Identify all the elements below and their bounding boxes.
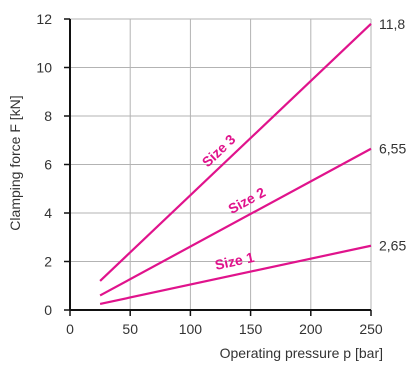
series-line-3 — [99, 23, 372, 282]
x-tick-label: 250 — [359, 321, 383, 337]
series-name-label-1: Size 1 — [213, 249, 255, 273]
series-end-value-1: 2,65 — [379, 238, 406, 254]
x-tick-label: 200 — [299, 321, 323, 337]
y-tick-label: 6 — [44, 157, 52, 173]
series-end-value-3: 11,8 — [379, 16, 405, 32]
y-tick-label: 2 — [44, 254, 52, 270]
x-axis-title: Operating pressure p [bar] — [220, 345, 383, 361]
y-tick-label: 12 — [36, 11, 52, 27]
x-tick-label: 150 — [239, 321, 263, 337]
y-tick-label: 10 — [36, 60, 52, 76]
y-tick-label: 4 — [44, 205, 52, 221]
series-end-value-2: 6,55 — [379, 141, 406, 157]
y-tick-label: 8 — [44, 108, 52, 124]
series-lines — [99, 23, 372, 306]
axes — [64, 18, 372, 316]
series-line-1 — [99, 244, 372, 306]
x-tick-label: 0 — [66, 321, 74, 337]
y-axis-title: Clamping force F [kN] — [7, 95, 23, 230]
x-tick-label: 100 — [179, 321, 203, 337]
series-name-label-2: Size 2 — [225, 184, 268, 217]
labels: 0 50 100 150 200 250 0 2 4 6 8 10 12 2,65 Size 1 6,55 Si… — [36, 11, 406, 337]
series-line-2 — [99, 147, 372, 297]
x-tick-label: 50 — [122, 321, 138, 337]
y-tick-label: 0 — [44, 302, 52, 318]
